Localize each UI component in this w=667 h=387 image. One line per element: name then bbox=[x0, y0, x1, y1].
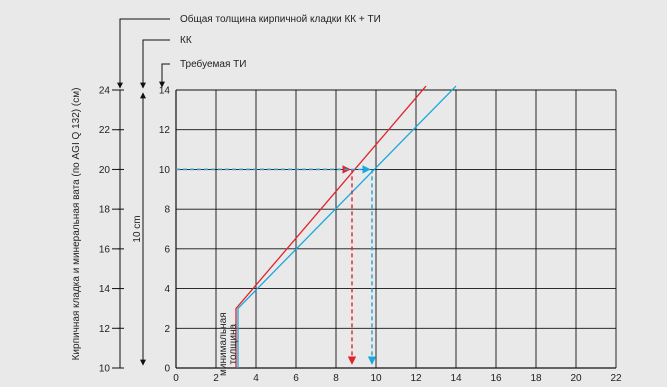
x-tick-label: 20 bbox=[570, 373, 582, 384]
axis-total-label: 20 bbox=[99, 165, 111, 176]
y-tick-label: 12 bbox=[159, 125, 171, 136]
x-tick-label: 8 bbox=[333, 373, 339, 384]
leader-ti bbox=[159, 63, 170, 88]
labels: 0 2 4 6 8 10 12 14 16 18 20 22024681012141012141618… bbox=[71, 13, 622, 384]
header-total-label: Общая толщина кирпичной кладки КК + ТИ bbox=[180, 13, 381, 25]
axis-total-label: 16 bbox=[99, 244, 111, 255]
axis-total-label: 18 bbox=[99, 205, 111, 216]
axis-total-label: 12 bbox=[99, 324, 111, 335]
span-label: 10 cm bbox=[132, 215, 143, 242]
axis-total-label: 24 bbox=[99, 86, 111, 97]
axis-total-label: 22 bbox=[99, 125, 111, 136]
series-line-red bbox=[235, 85, 427, 368]
x-tick-label: 6 bbox=[293, 373, 299, 384]
y-tick-label: 10 bbox=[159, 165, 171, 176]
annotation-line: минимальная bbox=[218, 312, 229, 376]
annotation-min-thickness: минимальнаятолщина bbox=[218, 312, 239, 376]
grid bbox=[175, 89, 617, 369]
y-tick-label: 4 bbox=[164, 284, 170, 295]
axes bbox=[112, 18, 170, 369]
x-tick-label: 14 bbox=[450, 373, 462, 384]
y-tick-label: 2 bbox=[164, 324, 170, 335]
series-line-blue bbox=[237, 85, 457, 368]
y-tick-label: 14 bbox=[159, 86, 171, 97]
x-tick-label: 12 bbox=[410, 373, 422, 384]
annotation-line: толщина bbox=[228, 324, 239, 365]
x-tick-label: 0 bbox=[173, 373, 179, 384]
series bbox=[176, 85, 457, 368]
y-axis-title: Кирпичная кладка и минеральная вата (по … bbox=[71, 88, 82, 361]
x-tick-label: 22 bbox=[610, 373, 622, 384]
y-tick-label: 0 bbox=[164, 364, 170, 375]
y-tick-label: 6 bbox=[164, 244, 170, 255]
header-kk-label: КК bbox=[180, 35, 192, 46]
leader-total bbox=[117, 18, 170, 89]
leader-kk bbox=[140, 39, 170, 89]
x-tick-label: 10 bbox=[370, 373, 382, 384]
axis-total-label: 10 bbox=[99, 364, 111, 375]
x-tick-label: 18 bbox=[530, 373, 542, 384]
x-tick-label: 16 bbox=[490, 373, 502, 384]
header-ti-label: Требуемая ТИ bbox=[180, 58, 246, 70]
x-tick-label: 4 bbox=[253, 373, 259, 384]
x-tick-label: 2 bbox=[213, 373, 219, 384]
y-tick-label: 8 bbox=[164, 205, 170, 216]
axis-total-label: 14 bbox=[99, 284, 111, 295]
